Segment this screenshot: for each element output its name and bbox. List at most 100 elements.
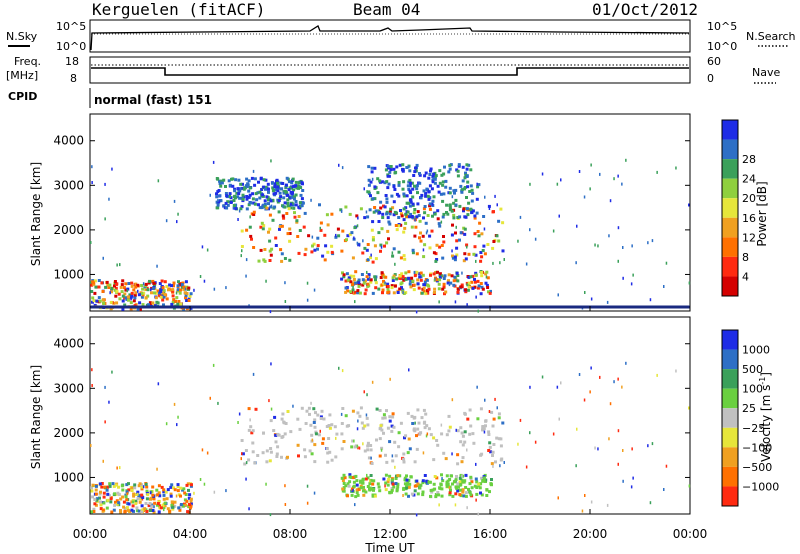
echo-cell — [123, 292, 127, 296]
echo-cell — [617, 226, 620, 230]
echo-cell — [437, 222, 441, 226]
echo-cell — [397, 216, 401, 219]
echo-cell — [285, 176, 289, 180]
echo-cell — [132, 509, 135, 513]
echo-cell — [421, 481, 425, 485]
echo-cell — [342, 482, 346, 485]
freq-unit: [MHz] — [6, 69, 38, 82]
echo-cell — [415, 310, 418, 314]
echo-cell — [380, 446, 384, 450]
echo-cell — [396, 291, 400, 294]
colorbar-tick-label: −100 — [742, 441, 772, 454]
echo-cell — [497, 416, 501, 420]
echo-cell — [218, 194, 222, 198]
echo-cell — [162, 488, 166, 492]
echo-cell — [436, 443, 440, 447]
echo-cell — [369, 180, 373, 184]
echo-cell — [366, 282, 370, 286]
nave-tick-top: 60 — [707, 55, 721, 68]
echo-cell — [410, 276, 414, 280]
echo-cell — [463, 176, 467, 180]
echo-cell — [354, 270, 358, 274]
echo-cell — [283, 432, 287, 436]
echo-cell — [473, 245, 477, 249]
freq-tick-top: 18 — [65, 55, 79, 68]
echo-cell — [378, 489, 382, 493]
echo-cell — [248, 186, 252, 190]
echo-cell — [185, 483, 189, 487]
echo-cell — [454, 203, 458, 207]
echo-cell — [404, 221, 408, 225]
echo-cell — [395, 165, 399, 169]
echo-cell — [467, 252, 471, 256]
echo-cell — [141, 287, 145, 291]
echo-cell — [119, 263, 121, 267]
echo-cell — [247, 195, 251, 199]
echo-cell — [212, 160, 215, 164]
echo-cell — [422, 207, 426, 211]
echo-cell — [286, 455, 289, 459]
echo-cell — [287, 207, 291, 211]
echo-cell — [104, 420, 106, 424]
echo-cell — [383, 181, 387, 185]
echo-cell — [125, 490, 129, 494]
echo-cell — [264, 187, 267, 191]
echo-cell — [479, 251, 483, 254]
echo-cell — [252, 169, 255, 173]
echo-cell — [353, 439, 355, 443]
echo-cell — [359, 406, 363, 410]
echo-cell — [467, 163, 471, 167]
echo-cell — [584, 291, 586, 294]
echo-cell — [494, 397, 496, 401]
echo-cell — [257, 180, 260, 184]
echo-cell — [125, 498, 129, 502]
echo-cell — [119, 466, 121, 470]
colorbar-swatch — [722, 369, 738, 389]
echo-cell — [133, 483, 137, 487]
echo-cell — [373, 166, 377, 170]
echo-cell — [340, 447, 344, 451]
echo-cell — [481, 478, 485, 482]
echo-cell — [388, 419, 392, 423]
echo-cell — [136, 307, 140, 311]
echo-cell — [284, 503, 287, 506]
echo-cell — [456, 489, 460, 493]
echo-cell — [608, 234, 610, 238]
echo-cell — [419, 231, 422, 235]
y-tick-label: 3000 — [53, 178, 84, 192]
echo-cell — [301, 189, 305, 192]
echo-cell — [419, 239, 423, 243]
echo-cell — [166, 488, 170, 492]
echo-cell — [393, 284, 397, 288]
echo-cell — [215, 177, 219, 180]
echo-cell — [379, 276, 383, 279]
echo-cell — [421, 234, 425, 238]
echo-cell — [386, 285, 390, 288]
echo-cell — [163, 508, 165, 512]
echo-cell — [125, 297, 129, 301]
echo-cell — [115, 282, 119, 286]
echo-cell — [386, 282, 390, 286]
echo-cell — [430, 229, 434, 233]
echo-cell — [484, 195, 486, 199]
echo-cell — [355, 483, 359, 487]
echo-cell — [351, 476, 355, 480]
echo-cell — [442, 235, 445, 238]
echo-cell — [268, 259, 272, 262]
echo-cell — [422, 286, 426, 290]
echo-cell — [402, 254, 406, 258]
echo-cell — [688, 484, 691, 488]
echo-cell — [97, 296, 101, 300]
echo-cell — [102, 495, 106, 499]
echo-cell — [441, 256, 445, 260]
echo-cell — [400, 272, 404, 276]
echo-cell — [433, 212, 437, 216]
echo-cell — [384, 275, 388, 279]
echo-cell — [413, 208, 417, 211]
echo-cell — [480, 452, 484, 456]
echo-cell — [346, 234, 350, 238]
colorbar-tick-label: −25 — [742, 422, 765, 435]
echo-cell — [148, 502, 152, 505]
echo-cell — [165, 422, 168, 426]
echo-cell — [421, 493, 425, 497]
